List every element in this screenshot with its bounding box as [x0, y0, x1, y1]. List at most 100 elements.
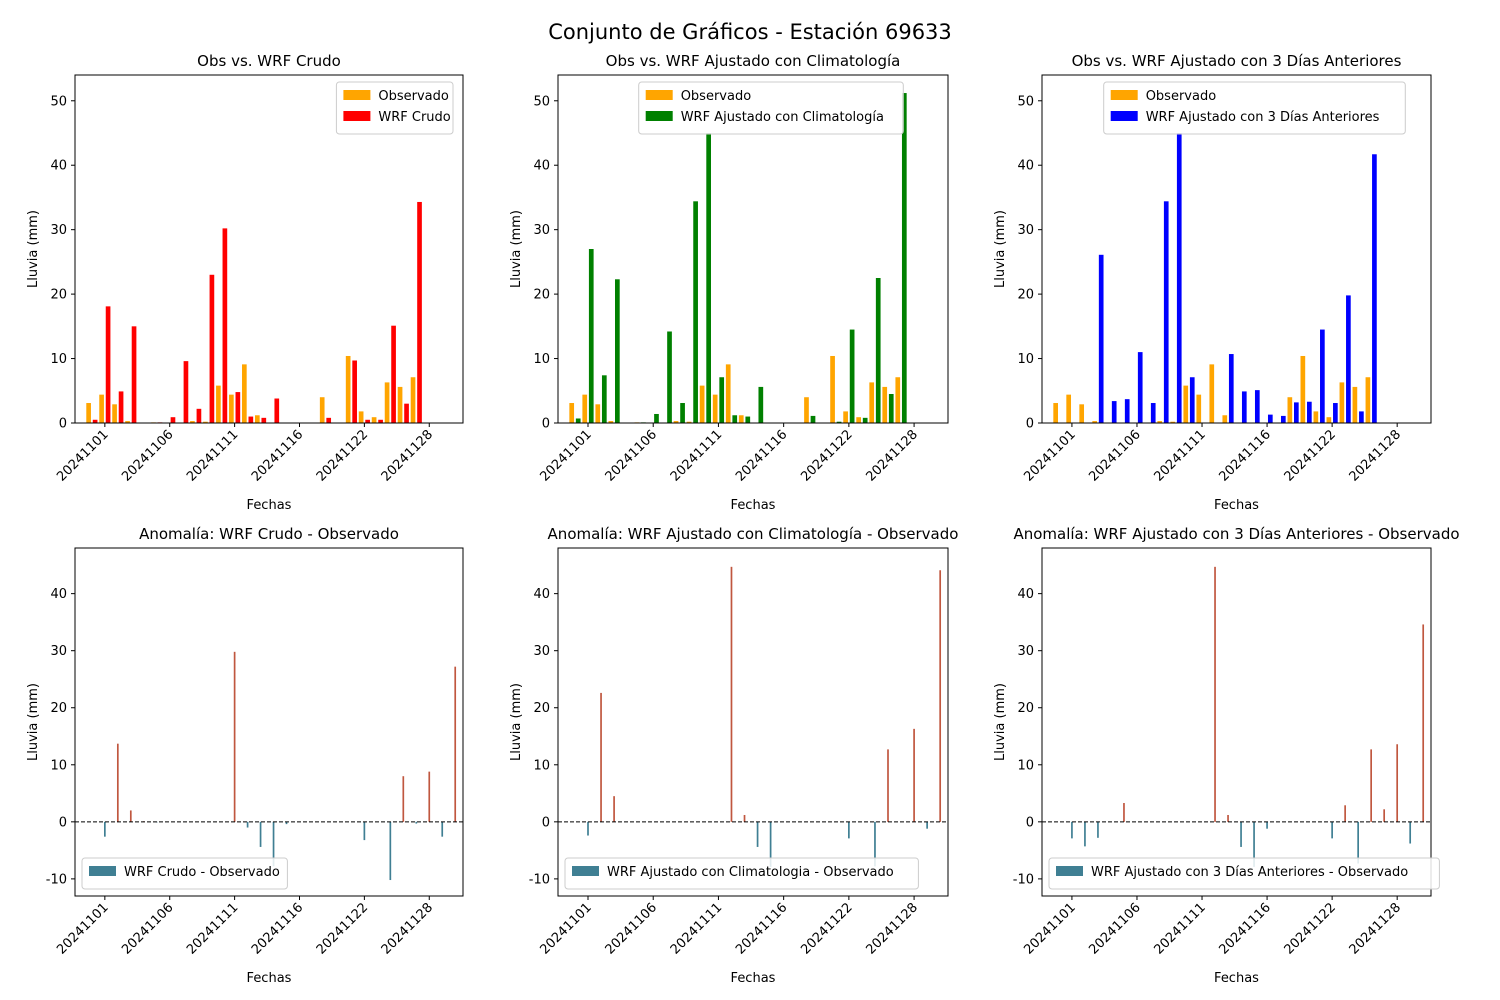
y-tick-label: 40 — [50, 587, 67, 602]
y-tick-label: 50 — [1017, 94, 1034, 109]
bar — [895, 377, 901, 423]
x-axis-label: Fechas — [247, 498, 292, 513]
subplot-title: Anomalía: WRF Ajustado con 3 Días Anteri… — [1013, 525, 1459, 543]
y-tick-label: 50 — [533, 94, 550, 109]
bar — [730, 566, 733, 822]
bar — [363, 821, 366, 841]
bar — [235, 392, 241, 423]
bar — [913, 728, 915, 822]
bar — [1214, 566, 1216, 822]
bar — [1365, 377, 1371, 423]
y-tick-label: 0 — [542, 417, 550, 432]
bar — [116, 743, 119, 822]
legend-label: WRF Crudo — [378, 110, 450, 125]
bar — [378, 419, 383, 423]
bar — [397, 386, 403, 423]
y-tick-label: 30 — [1017, 223, 1034, 238]
bar — [196, 408, 202, 423]
bar — [1320, 329, 1325, 423]
y-tick-label: -10 — [529, 872, 550, 887]
bar — [1280, 415, 1286, 423]
bar — [869, 382, 875, 423]
legend-box — [1048, 857, 1440, 890]
legend: Observado WRF Ajustado con 3 Días Anterio… — [1103, 81, 1406, 135]
subplot-title: Anomalía: WRF Ajustado con Climatología … — [548, 525, 959, 543]
legend-swatch — [1110, 90, 1138, 100]
bar — [285, 821, 288, 825]
y-tick-label: 0 — [59, 417, 67, 432]
bar — [1111, 401, 1117, 423]
bar — [125, 421, 130, 423]
bar — [259, 821, 262, 847]
bar — [1150, 403, 1156, 423]
bar — [743, 814, 746, 822]
bar — [600, 692, 602, 822]
bar — [1352, 386, 1358, 423]
subplot-title: Anomalía: WRF Crudo - Observado — [139, 525, 399, 543]
bar — [410, 377, 416, 423]
bar — [105, 306, 111, 423]
bar — [830, 355, 835, 423]
bar — [615, 279, 620, 423]
x-axis-label: Fechas — [247, 971, 292, 986]
y-tick-label: 40 — [1017, 159, 1034, 174]
bar — [272, 821, 275, 867]
bar — [875, 278, 881, 423]
y-tick-label: 0 — [542, 815, 550, 830]
bar — [1339, 382, 1345, 423]
bar — [810, 415, 816, 423]
legend-label: WRF Ajustado con 3 Días Anteriores - Obs… — [1091, 865, 1408, 880]
bar — [680, 403, 685, 423]
legend-box — [1103, 81, 1406, 135]
bar — [1372, 154, 1377, 423]
y-axis-label: Lluvia (mm) — [993, 210, 1008, 288]
bar — [1176, 133, 1182, 423]
y-tick-label: 40 — [533, 159, 550, 174]
bar — [769, 821, 772, 867]
bar — [1123, 803, 1125, 822]
bar — [1227, 814, 1229, 822]
bar — [756, 821, 759, 847]
bar — [608, 421, 614, 423]
y-tick-label: 20 — [533, 288, 550, 303]
bar — [888, 394, 894, 423]
bar — [699, 385, 705, 423]
bar — [1222, 415, 1228, 423]
bar — [1170, 421, 1176, 423]
bar — [613, 796, 615, 822]
bar — [1357, 821, 1359, 864]
bar — [131, 326, 137, 423]
legend: WRF Crudo - Observado — [81, 857, 288, 890]
bar — [745, 416, 751, 423]
bar — [601, 375, 607, 423]
subplot-title: Obs vs. WRF Ajustado con 3 Días Anterior… — [1072, 52, 1402, 70]
bar — [170, 417, 176, 423]
bar — [849, 329, 855, 423]
bar — [129, 810, 132, 822]
legend-label: Observado — [378, 89, 449, 104]
bar — [248, 416, 254, 423]
y-tick-label: 20 — [1017, 701, 1034, 716]
bar — [1163, 201, 1169, 423]
bar — [1267, 414, 1273, 423]
bar — [569, 403, 575, 423]
y-tick-label: 0 — [59, 815, 67, 830]
y-tick-label: 0 — [1026, 417, 1034, 432]
bar — [1359, 411, 1364, 423]
bar — [454, 666, 457, 822]
bar — [901, 93, 907, 423]
axes-frame — [1041, 547, 1432, 897]
y-axis-label: Lluvia (mm) — [509, 210, 524, 288]
legend-swatch — [1110, 111, 1138, 121]
y-tick-label: -10 — [46, 872, 67, 887]
bar — [1124, 399, 1130, 423]
bar — [804, 397, 809, 423]
legend: Observado WRF Ajustado con Climatología — [638, 81, 904, 135]
bar — [836, 421, 842, 423]
legend-swatch — [645, 90, 673, 100]
bar — [582, 394, 588, 423]
bar — [725, 364, 731, 423]
bar — [1097, 821, 1099, 838]
bar — [254, 415, 260, 423]
y-axis-label: Lluvia (mm) — [26, 210, 41, 288]
